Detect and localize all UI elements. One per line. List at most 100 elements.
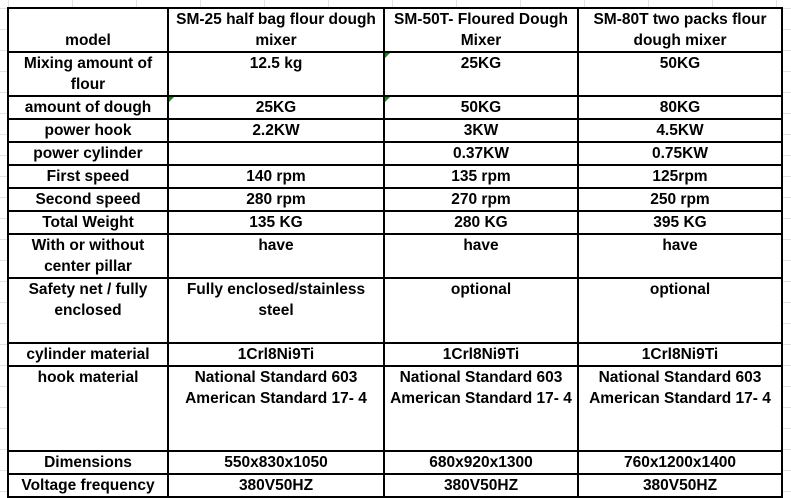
- cell-text: 25KG: [460, 55, 502, 72]
- cell-text: 50KG: [460, 99, 502, 116]
- cell-text: 0.75KW: [652, 145, 708, 162]
- table-cell[interactable]: have: [383, 233, 579, 279]
- spec-table: model SM-25 half bag flour dough mixer SM-…: [7, 7, 783, 498]
- table-row: amount of dough 25KG 50KG 80KG: [7, 95, 783, 120]
- header-cell-model-2[interactable]: SM-50T- Floured Dough Mixer: [383, 7, 579, 53]
- cell-text: 135 KG: [249, 214, 303, 231]
- table-cell[interactable]: 250 rpm: [577, 187, 783, 212]
- table-cell[interactable]: 50KG: [577, 51, 783, 97]
- header-cell-model[interactable]: model: [7, 7, 169, 53]
- cell-text: 270 rpm: [451, 191, 511, 208]
- row-label[interactable]: With or without center pillar: [7, 233, 169, 279]
- cell-text: 760x1200x1400: [623, 454, 737, 471]
- table-cell[interactable]: have: [167, 233, 385, 279]
- table-cell[interactable]: National Standard 603 American Standard …: [167, 365, 385, 452]
- row-label[interactable]: Mixing amount of flour: [7, 51, 169, 97]
- cell-text: National Standard 603 American Standard …: [185, 369, 367, 407]
- table-cell[interactable]: 550x830x1050: [167, 450, 385, 475]
- table-cell[interactable]: [167, 141, 385, 166]
- table-cell[interactable]: 50KG: [383, 95, 579, 120]
- table-cell[interactable]: 1Crl8Ni9Ti: [577, 342, 783, 367]
- cell-text: 680x920x1300: [429, 454, 533, 471]
- row-label[interactable]: Second speed: [7, 187, 169, 212]
- row-label[interactable]: Voltage frequency: [7, 473, 169, 498]
- table-cell[interactable]: 280 KG: [383, 210, 579, 235]
- table-cell[interactable]: have: [577, 233, 783, 279]
- table-cell[interactable]: 135 KG: [167, 210, 385, 235]
- error-indicator-icon: [385, 53, 390, 58]
- cell-text: 380V50HZ: [443, 477, 519, 494]
- table-row: Total Weight 135 KG 280 KG 395 KG: [7, 210, 783, 235]
- table-cell[interactable]: 25KG: [167, 95, 385, 120]
- cell-text: 50KG: [659, 55, 701, 72]
- table-row: Mixing amount of flour 12.5 kg 25KG 50KG: [7, 51, 783, 97]
- cell-text: 380V50HZ: [642, 477, 718, 494]
- table-row: power hook 2.2KW 3KW 4.5KW: [7, 118, 783, 143]
- cell-text: National Standard 603 American Standard …: [390, 369, 572, 407]
- table-cell[interactable]: Fully enclosed/stainless steel: [167, 277, 385, 344]
- table-cell[interactable]: 80KG: [577, 95, 783, 120]
- table-cell[interactable]: 140 rpm: [167, 164, 385, 189]
- cell-text: 0.37KW: [453, 145, 509, 162]
- cell-text: 395 KG: [653, 214, 707, 231]
- cell-text: 280 rpm: [246, 191, 306, 208]
- table-cell[interactable]: National Standard 603 American Standard …: [383, 365, 579, 452]
- table-cell[interactable]: 380V50HZ: [577, 473, 783, 498]
- cell-text: 280 KG: [454, 214, 508, 231]
- table-cell[interactable]: National Standard 603 American Standard …: [577, 365, 783, 452]
- table-cell[interactable]: 135 rpm: [383, 164, 579, 189]
- table-cell[interactable]: 0.75KW: [577, 141, 783, 166]
- row-label[interactable]: power cylinder: [7, 141, 169, 166]
- error-indicator-icon: [385, 97, 390, 102]
- cell-text: 125rpm: [652, 168, 708, 185]
- cell-text: 1Crl8Ni9Ti: [237, 346, 315, 363]
- table-row: Dimensions 550x830x1050 680x920x1300 760x12…: [7, 450, 783, 475]
- table-cell[interactable]: 1Crl8Ni9Ti: [167, 342, 385, 367]
- table-cell[interactable]: 3KW: [383, 118, 579, 143]
- table-cell[interactable]: 760x1200x1400: [577, 450, 783, 475]
- table-cell[interactable]: 4.5KW: [577, 118, 783, 143]
- table-cell[interactable]: 680x920x1300: [383, 450, 579, 475]
- row-label[interactable]: amount of dough: [7, 95, 169, 120]
- cell-text: 135 rpm: [451, 168, 511, 185]
- header-cell-model-1[interactable]: SM-25 half bag flour dough mixer: [167, 7, 385, 53]
- cell-text: Fully enclosed/stainless steel: [186, 281, 366, 319]
- cell-text: 1Crl8Ni9Ti: [641, 346, 719, 363]
- table-cell[interactable]: 0.37KW: [383, 141, 579, 166]
- header-row: model SM-25 half bag flour dough mixer SM-…: [7, 7, 783, 53]
- table-cell[interactable]: 270 rpm: [383, 187, 579, 212]
- cell-text: 1Crl8Ni9Ti: [442, 346, 520, 363]
- row-label[interactable]: Safety net / fully enclosed: [7, 277, 169, 344]
- table-cell[interactable]: 25KG: [383, 51, 579, 97]
- table-row: With or without center pillar have have hav…: [7, 233, 783, 279]
- table-cell[interactable]: 1Crl8Ni9Ti: [383, 342, 579, 367]
- cell-text: optional: [649, 281, 711, 298]
- cell-text: 12.5 kg: [249, 55, 303, 72]
- table-cell[interactable]: 380V50HZ: [167, 473, 385, 498]
- row-label[interactable]: power hook: [7, 118, 169, 143]
- table-cell[interactable]: 125rpm: [577, 164, 783, 189]
- table-cell[interactable]: 395 KG: [577, 210, 783, 235]
- cell-text: 3KW: [463, 122, 499, 139]
- cell-text: 2.2KW: [252, 122, 300, 139]
- table-cell[interactable]: optional: [383, 277, 579, 344]
- cell-text: National Standard 603 American Standard …: [589, 369, 771, 407]
- cell-text: 550x830x1050: [224, 454, 328, 471]
- cell-text: 25KG: [255, 99, 297, 116]
- table-cell[interactable]: 280 rpm: [167, 187, 385, 212]
- table-cell[interactable]: 12.5 kg: [167, 51, 385, 97]
- table-row: Voltage frequency 380V50HZ 380V50HZ 380V50H…: [7, 473, 783, 498]
- row-label[interactable]: Dimensions: [7, 450, 169, 475]
- table-cell[interactable]: 2.2KW: [167, 118, 385, 143]
- cell-text: 140 rpm: [246, 168, 306, 185]
- row-label[interactable]: cylinder material: [7, 342, 169, 367]
- table-row: cylinder material 1Crl8Ni9Ti 1Crl8Ni9Ti 1Cr…: [7, 342, 783, 367]
- table-cell[interactable]: 380V50HZ: [383, 473, 579, 498]
- row-label[interactable]: Total Weight: [7, 210, 169, 235]
- header-cell-model-3[interactable]: SM-80T two packs flour dough mixer: [577, 7, 783, 53]
- row-label[interactable]: hook material: [7, 365, 169, 452]
- table-cell[interactable]: optional: [577, 277, 783, 344]
- cell-text: have: [463, 237, 499, 254]
- row-label[interactable]: First speed: [7, 164, 169, 189]
- table-row: Safety net / fully enclosed Fully enclose…: [7, 277, 783, 344]
